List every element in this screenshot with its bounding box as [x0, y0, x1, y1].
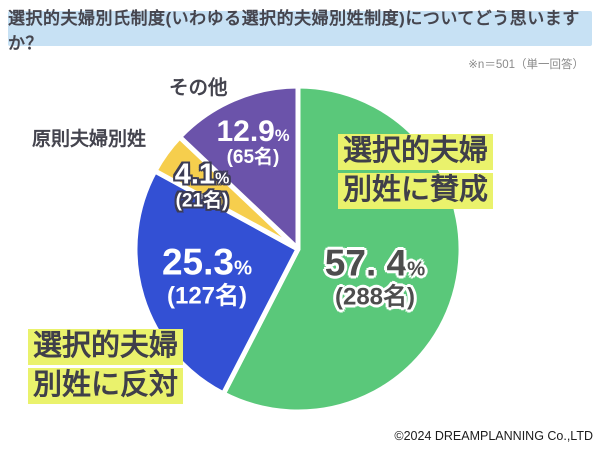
sample-size-note: ※n＝501（単一回答）: [468, 59, 584, 71]
label-principle: 原則夫婦別姓: [32, 129, 147, 150]
chart-title: 選択的夫婦別氏制度(いわゆる選択的夫婦別姓制度)についてどう思いますか？: [8, 8, 580, 53]
copyright: ©2024 DREAMPLANNING Co.,LTD: [394, 429, 593, 443]
principle-count: (21名): [175, 190, 229, 212]
callout-oppose-line1: 選択的夫婦: [28, 329, 184, 365]
agree-percent: 57. 4%: [324, 242, 426, 284]
principle-percent: 4.1%: [174, 158, 230, 191]
oppose-percent: 25.3%: [161, 241, 253, 283]
chart-title-bar: 選択的夫婦別氏制度(いわゆる選択的夫婦別姓制度)についてどう思いますか？: [8, 9, 592, 53]
agree-count: (288名): [334, 283, 416, 311]
value-label-principle: 4.1% (21名): [174, 158, 230, 213]
callout-oppose: 選択的夫婦 別姓に反対: [28, 329, 184, 407]
pie-slice-other: [177, 83, 301, 252]
oppose-count: (127名): [166, 282, 248, 310]
callout-agree: 選択的夫婦 別姓に賛成: [338, 134, 494, 212]
other-percent: 12.9%: [216, 115, 290, 149]
other-count: (65名): [226, 147, 280, 169]
label-other: その他: [169, 77, 228, 99]
callout-agree-line2: 別姓に賛成: [338, 173, 494, 209]
callout-agree-line1: 選択的夫婦: [338, 134, 494, 170]
value-label-agree: 57. 4% (288名): [325, 243, 425, 310]
callout-oppose-line2: 別姓に反対: [28, 368, 184, 404]
value-label-oppose: 25.3% (127名): [162, 242, 252, 309]
value-label-other: 12.9% (65名): [216, 115, 289, 169]
